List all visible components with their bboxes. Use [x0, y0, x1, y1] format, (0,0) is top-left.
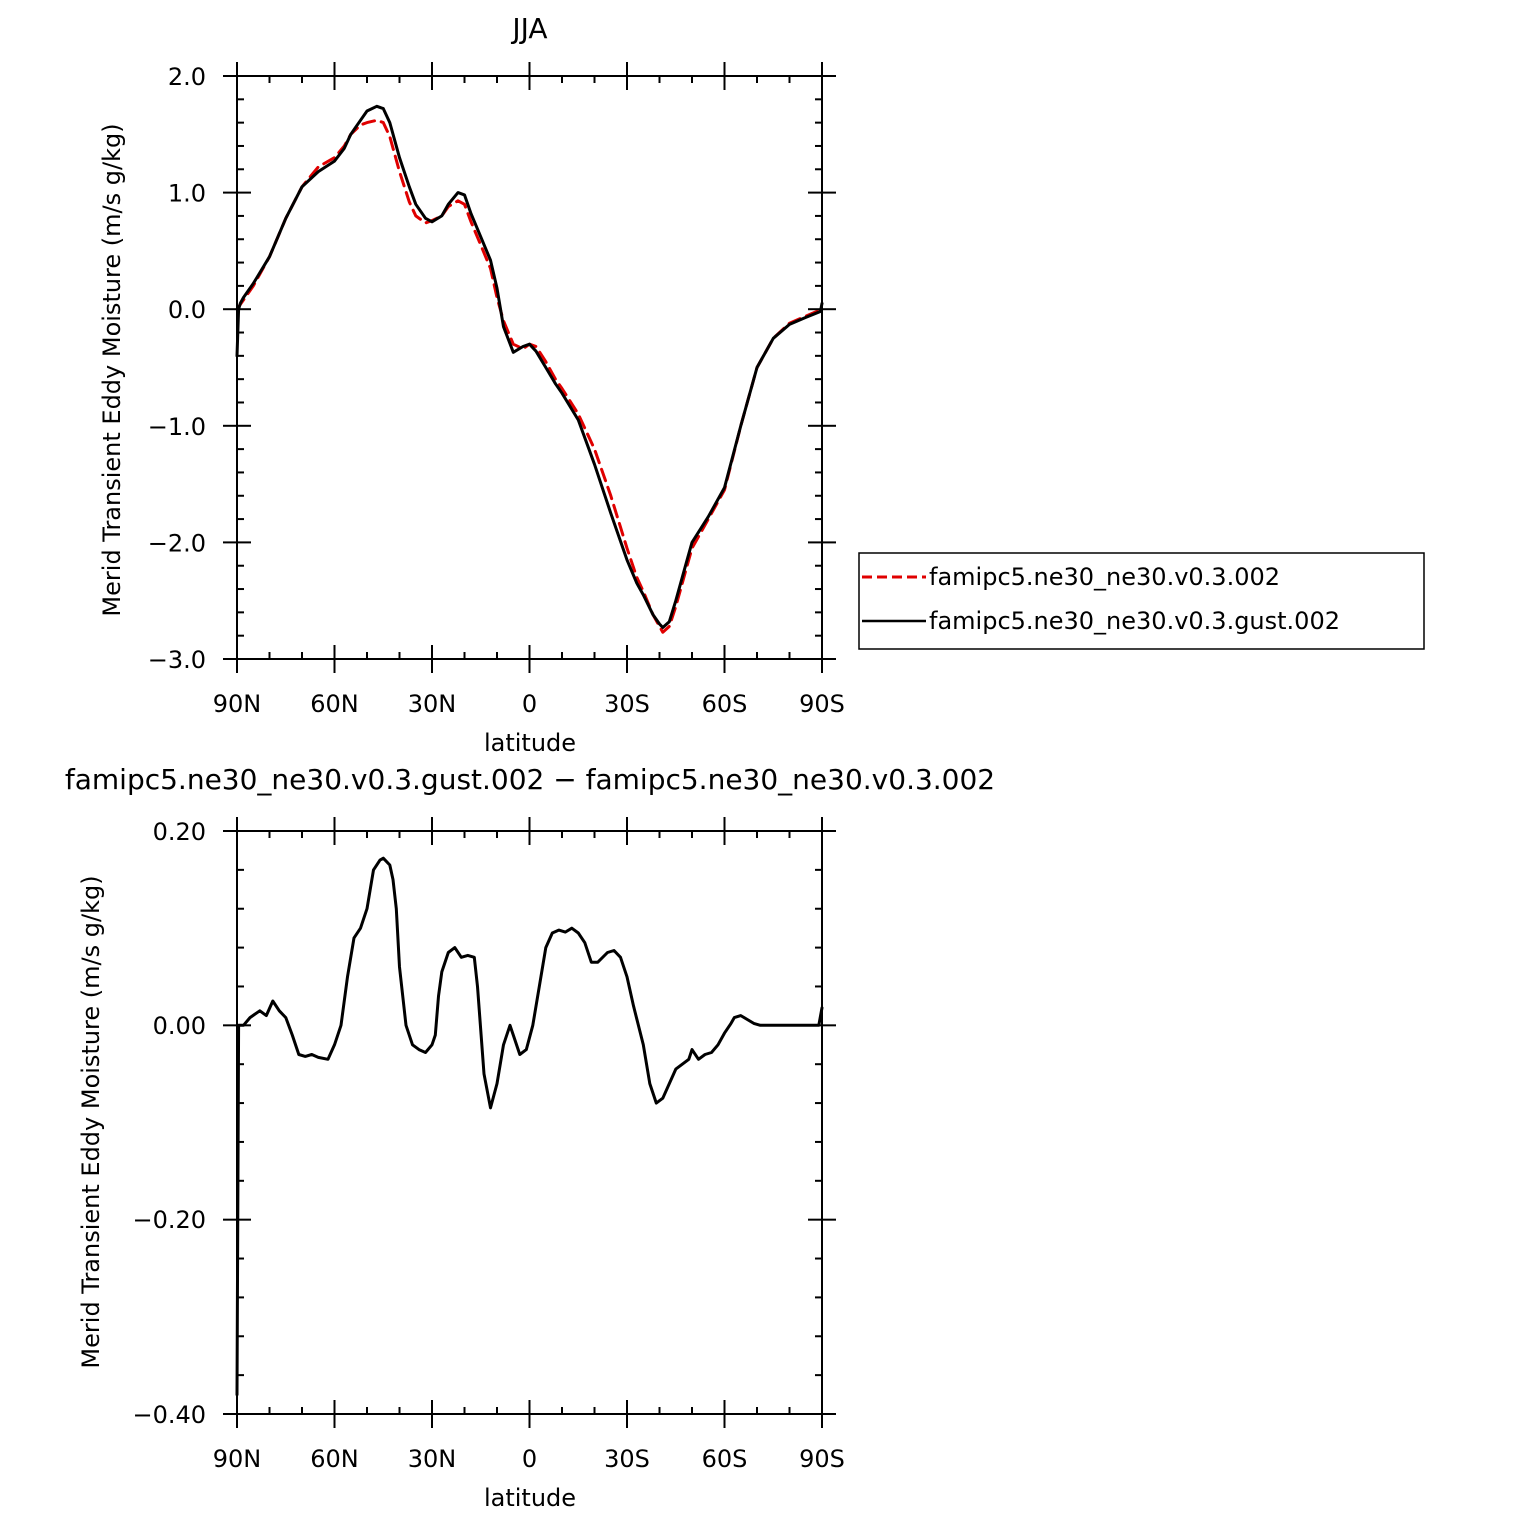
top-series-line-1 [235, 118, 824, 634]
top-x-tick-label: 90S [799, 690, 845, 718]
top-y-tick-label: 1.0 [168, 180, 206, 208]
bottom-x-tick-label: 60N [310, 1445, 359, 1473]
bottom-panel: famipc5.ne30_ne30.v0.3.gust.002 − famipc… [65, 763, 995, 1512]
top-y-axis-label-group: Merid Transient Eddy Moisture (m/s g/kg) [98, 123, 126, 616]
top-plot-frame [236, 75, 823, 660]
bottom-x-tick-label: 90N [213, 1445, 262, 1473]
top-x-tick-label: 30S [604, 690, 650, 718]
top-y-tick-label: −1.0 [148, 413, 206, 441]
bottom-y-tick-label: −0.20 [132, 1206, 206, 1234]
top-series-line-2 [235, 104, 824, 629]
bottom-x-tick-label: 30S [604, 1445, 650, 1473]
top-chart-title: JJA [510, 12, 547, 45]
bottom-y-tick-label: 0.00 [153, 1012, 206, 1040]
top-x-tick-label: 90N [213, 690, 262, 718]
bottom-plot-series [235, 856, 824, 1397]
bottom-ticks [223, 817, 836, 1428]
bottom-chart-title: famipc5.ne30_ne30.v0.3.gust.002 − famipc… [65, 763, 995, 796]
top-x-axis-label: latitude [484, 729, 576, 757]
top-x-tick-label: 30N [408, 690, 457, 718]
bottom-x-tick-label: 60S [702, 1445, 748, 1473]
legend-entry-label: famipc5.ne30_ne30.v0.3.gust.002 [929, 607, 1340, 635]
bottom-y-tick-label: 0.20 [153, 818, 206, 846]
bottom-y-axis-label: Merid Transient Eddy Moisture (m/s g/kg) [77, 875, 105, 1368]
bottom-x-tick-label: 30N [408, 1445, 457, 1473]
bottom-y-axis-label-group: Merid Transient Eddy Moisture (m/s g/kg) [77, 875, 105, 1368]
top-legend: famipc5.ne30_ne30.v0.3.002 famipc5.ne30_… [858, 552, 1425, 650]
top-x-tick-label: 60N [310, 690, 359, 718]
top-x-tick-label: 60S [702, 690, 748, 718]
bottom-x-tick-label: 90S [799, 1445, 845, 1473]
bottom-x-axis-label: latitude [484, 1484, 576, 1512]
bottom-series-line-1 [235, 856, 824, 1397]
top-y-tick-label: −2.0 [148, 529, 206, 557]
top-y-axis-label: Merid Transient Eddy Moisture (m/s g/kg) [98, 123, 126, 616]
bottom-plot-frame [236, 830, 823, 1415]
top-ticks [223, 62, 836, 673]
bottom-x-tick-label: 0 [522, 1445, 537, 1473]
bottom-y-tick-label: −0.40 [132, 1401, 206, 1429]
legend-box [858, 552, 1425, 650]
top-y-tick-label: −3.0 [148, 646, 206, 674]
top-y-tick-label: 0.0 [168, 296, 206, 324]
top-x-tick-label: 0 [522, 690, 537, 718]
top-plot-series [235, 104, 824, 634]
top-panel: JJA Merid Transient Eddy Moisture (m/s g… [98, 12, 1425, 757]
legend-entry-label: famipc5.ne30_ne30.v0.3.002 [929, 563, 1280, 591]
top-y-tick-label: 2.0 [168, 63, 206, 91]
